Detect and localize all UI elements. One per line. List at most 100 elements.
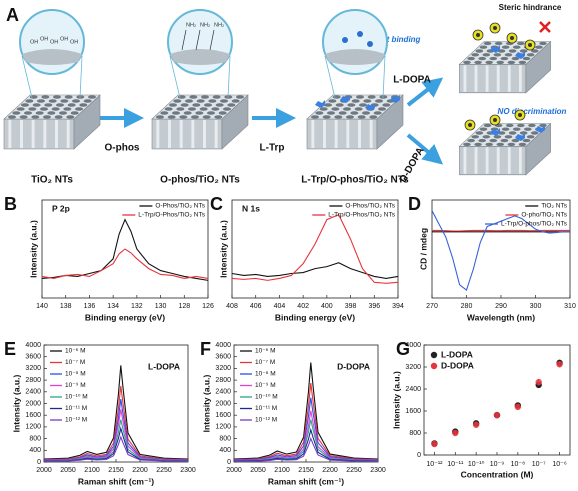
tube-hole xyxy=(504,135,513,139)
x-tick-label: 10⁻¹² xyxy=(426,461,443,468)
tube-hole xyxy=(25,99,34,103)
tube-hole xyxy=(482,135,491,139)
tube-hole xyxy=(522,56,531,61)
nanotube-array xyxy=(458,40,552,94)
tube-hole xyxy=(195,111,204,115)
x-tick-label: 396 xyxy=(368,303,380,310)
tube-hole xyxy=(53,95,61,99)
tube-hole xyxy=(528,123,536,128)
panel-label: G xyxy=(396,339,410,359)
x-tick-label: 10⁻¹⁰ xyxy=(468,460,485,468)
tube-hole xyxy=(535,45,543,49)
y-tick-label: 3200 xyxy=(405,364,421,371)
tube-hole xyxy=(44,103,53,107)
tube-hole xyxy=(517,123,525,128)
y-tick-label: 2800 xyxy=(25,377,41,384)
tube-hole xyxy=(218,111,227,115)
x-axis-label: Concentration (M) xyxy=(461,469,534,479)
panel-label: E xyxy=(4,339,16,359)
tube-hole xyxy=(489,138,498,143)
dopa-core xyxy=(510,36,514,40)
x-tick-label: 138 xyxy=(60,303,72,310)
y-axis-label: Intensity (a.u.) xyxy=(218,220,228,278)
x-tick-label: 128 xyxy=(178,303,190,310)
tube-hole xyxy=(357,115,366,119)
tube-hole xyxy=(511,138,520,143)
arrow xyxy=(406,77,444,107)
panel-label: C xyxy=(210,194,223,214)
tube-hole xyxy=(332,95,341,99)
branch-label: L-DOPA xyxy=(393,75,431,86)
tube-hole xyxy=(41,95,50,99)
chain xyxy=(181,29,187,51)
tube-hole xyxy=(207,111,215,115)
trp-mark xyxy=(315,100,325,108)
array-front xyxy=(3,118,75,150)
tube-hole xyxy=(474,60,482,65)
trp-mark xyxy=(365,103,375,111)
tube-hole xyxy=(32,103,41,107)
tube-hole xyxy=(373,111,382,115)
tube-hole xyxy=(494,41,503,46)
array-front xyxy=(459,146,527,176)
x-tick-label: 2150 xyxy=(298,467,314,474)
y-axis-label: Intensity (a.u.) xyxy=(391,371,401,429)
tube-hole xyxy=(505,123,514,128)
tube-hole xyxy=(508,131,517,135)
tube-hole xyxy=(179,115,188,119)
y-tick-label: 1200 xyxy=(25,424,41,431)
tube-hole xyxy=(478,56,487,61)
point xyxy=(514,403,522,411)
tube-hole xyxy=(504,53,513,57)
legend-label: 10⁻⁸ M xyxy=(255,371,276,378)
note: Steric hindrance xyxy=(499,3,562,12)
note: Covalent binding xyxy=(356,35,421,44)
nanotube-array xyxy=(3,94,101,150)
tube-hole xyxy=(322,115,331,119)
panel-label: B xyxy=(4,194,17,214)
tube-hole xyxy=(463,60,471,65)
tube-hole xyxy=(350,111,359,115)
tube-hole xyxy=(319,107,328,111)
x-tick-label: 406 xyxy=(250,303,262,310)
point xyxy=(452,429,459,437)
x-tick-label: 2300 xyxy=(370,467,386,474)
chain xyxy=(209,29,215,51)
surface-group: OH xyxy=(40,36,48,42)
tube-hole xyxy=(331,107,340,111)
note: NO discrimination xyxy=(498,107,567,116)
tube-hole xyxy=(48,99,57,103)
tube-hole xyxy=(519,131,528,135)
array-front xyxy=(306,118,378,150)
y-tick-label: 4000 xyxy=(405,342,421,349)
tube-hole xyxy=(79,103,88,107)
tube-hole xyxy=(160,111,169,115)
branch-label: D-DOPA xyxy=(398,146,427,185)
point xyxy=(472,421,480,428)
tube-hole xyxy=(220,99,228,103)
y-tick-label: 2000 xyxy=(215,400,231,407)
legend-label: 10⁻⁷ M xyxy=(65,359,85,366)
y-tick-label: 0 xyxy=(37,459,41,466)
y-tick-label: 4000 xyxy=(25,342,41,349)
plot-frame xyxy=(41,199,209,299)
tube-hole xyxy=(362,111,370,115)
tube-hole xyxy=(496,60,505,65)
dopa-core xyxy=(476,33,480,37)
stage-label: O-phos/TiO₂ NTs xyxy=(160,175,240,186)
stage-label: TiO₂ NTs xyxy=(31,175,73,186)
y-axis-label: Intensity (a.u.) xyxy=(28,220,38,278)
tube-hole xyxy=(471,135,480,139)
dopa-core xyxy=(493,118,497,122)
series-line xyxy=(43,435,189,462)
x-axis-label: Raman shift (cm⁻¹) xyxy=(268,476,344,486)
x-tick-label: 140 xyxy=(36,303,48,310)
tube-hole xyxy=(512,127,521,131)
x-tick-label: 280 xyxy=(461,303,473,310)
chart: G 10⁻¹² 10⁻¹¹ 10⁻¹⁰ 10⁻⁹ 10⁻⁸ 10⁻⁷ 10⁻⁶ 0 800 1600… xyxy=(391,339,571,479)
zoom-line xyxy=(169,55,181,99)
y-tick-label: 3200 xyxy=(215,365,231,372)
chart: F 2000 2050 2100 2150 2200 2250 2300 0 400 800 1200… xyxy=(200,339,386,487)
chart-title: L-DOPA xyxy=(148,361,180,371)
